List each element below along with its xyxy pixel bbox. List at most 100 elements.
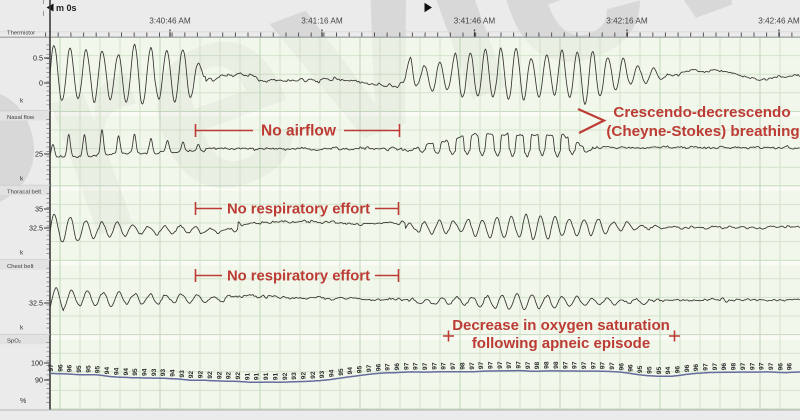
- svg-text:Decrease in oxygen saturation: Decrease in oxygen saturation: [452, 317, 670, 334]
- svg-text:95: 95: [132, 368, 139, 376]
- svg-text:92: 92: [188, 371, 195, 379]
- svg-text:No respiratory effort: No respiratory effort: [227, 269, 370, 285]
- svg-text:96: 96: [675, 366, 682, 374]
- svg-text:98: 98: [534, 361, 541, 369]
- svg-text:93: 93: [151, 368, 158, 376]
- svg-text:96: 96: [777, 363, 784, 371]
- svg-text:100: 100: [31, 359, 43, 368]
- svg-text:k: k: [20, 325, 24, 332]
- svg-text:97: 97: [385, 363, 392, 371]
- svg-text:97: 97: [366, 364, 373, 372]
- svg-text:No airflow: No airflow: [261, 123, 337, 140]
- svg-text:92: 92: [226, 372, 233, 380]
- svg-text:Nasal flow: Nasal flow: [7, 115, 35, 121]
- svg-text:92: 92: [282, 372, 289, 380]
- svg-text:96: 96: [67, 364, 74, 372]
- svg-text:94: 94: [123, 368, 130, 376]
- svg-text:90: 90: [35, 376, 43, 385]
- svg-text:94: 94: [104, 367, 111, 375]
- svg-text:93: 93: [160, 369, 167, 377]
- svg-text:97: 97: [703, 363, 710, 371]
- svg-text:3:41:16 AM: 3:41:16 AM: [301, 17, 343, 26]
- svg-text:96: 96: [375, 363, 382, 371]
- svg-text:92: 92: [216, 371, 223, 379]
- svg-text:0: 0: [39, 79, 43, 88]
- svg-text:m 0s: m 0s: [56, 3, 77, 13]
- svg-text:32.5: 32.5: [29, 224, 43, 233]
- svg-text:Chest belt: Chest belt: [7, 264, 34, 270]
- svg-text:92: 92: [310, 371, 317, 379]
- svg-text:96: 96: [394, 363, 401, 371]
- svg-text:95: 95: [95, 365, 102, 373]
- svg-text:95: 95: [656, 366, 663, 374]
- svg-text:SpO₂: SpO₂: [7, 339, 21, 345]
- svg-text:97: 97: [562, 361, 569, 369]
- svg-text:%: %: [20, 398, 26, 405]
- svg-text:98: 98: [553, 361, 560, 369]
- svg-text:96: 96: [787, 363, 794, 371]
- svg-text:Crescendo-decrescendo: Crescendo-decrescendo: [613, 104, 790, 121]
- svg-text:97: 97: [749, 362, 756, 370]
- svg-text:91: 91: [263, 372, 270, 380]
- svg-text:k: k: [20, 176, 24, 183]
- svg-text:95: 95: [357, 365, 364, 373]
- svg-text:3:42:46 AM: 3:42:46 AM: [758, 17, 800, 26]
- svg-text:96: 96: [57, 364, 64, 372]
- svg-text:3:40:46 AM: 3:40:46 AM: [149, 17, 191, 26]
- svg-text:93: 93: [291, 372, 298, 380]
- svg-text:Thermistor: Thermistor: [7, 31, 35, 37]
- svg-text:3:41:46 AM: 3:41:46 AM: [454, 17, 496, 26]
- svg-text:97: 97: [422, 362, 429, 370]
- svg-text:97: 97: [600, 362, 607, 370]
- svg-text:96: 96: [721, 363, 728, 371]
- svg-text:97: 97: [413, 362, 420, 370]
- svg-text:94: 94: [347, 367, 354, 375]
- svg-text:97: 97: [441, 362, 448, 370]
- svg-text:97: 97: [403, 362, 410, 370]
- svg-text:97: 97: [48, 364, 55, 372]
- svg-text:97: 97: [450, 362, 457, 370]
- svg-text:91: 91: [254, 372, 261, 380]
- svg-text:91: 91: [244, 372, 251, 380]
- svg-text:97: 97: [581, 361, 588, 369]
- svg-text:95: 95: [646, 366, 653, 374]
- svg-text:93: 93: [319, 370, 326, 378]
- svg-text:97: 97: [609, 362, 616, 370]
- svg-text:25: 25: [35, 150, 43, 159]
- svg-text:95: 95: [85, 365, 92, 373]
- svg-text:96: 96: [684, 364, 691, 372]
- svg-text:95: 95: [76, 365, 83, 373]
- svg-text:97: 97: [759, 362, 766, 370]
- svg-text:94: 94: [170, 369, 177, 377]
- svg-text:No respiratory effort: No respiratory effort: [227, 202, 370, 218]
- svg-text:(Cheyne-Stokes) breathing: (Cheyne-Stokes) breathing: [606, 123, 799, 140]
- svg-text:97: 97: [488, 361, 495, 369]
- svg-text:92: 92: [198, 370, 205, 378]
- svg-text:95: 95: [637, 365, 644, 373]
- svg-text:97: 97: [740, 362, 747, 370]
- svg-text:k: k: [20, 250, 24, 257]
- svg-text:98: 98: [731, 362, 738, 370]
- svg-text:3:42:16 AM: 3:42:16 AM: [606, 17, 648, 26]
- svg-text:96: 96: [693, 364, 700, 372]
- svg-text:93: 93: [179, 370, 186, 378]
- svg-text:32.5: 32.5: [29, 299, 43, 308]
- svg-text:94: 94: [665, 366, 672, 374]
- svg-text:94: 94: [329, 369, 336, 377]
- svg-text:k: k: [20, 98, 24, 105]
- svg-text:97: 97: [572, 361, 579, 369]
- svg-text:97: 97: [712, 363, 719, 371]
- svg-text:94: 94: [142, 368, 149, 376]
- svg-text:96: 96: [618, 363, 625, 371]
- svg-text:96: 96: [628, 364, 635, 372]
- svg-text:97: 97: [525, 361, 532, 369]
- svg-text:95: 95: [338, 368, 345, 376]
- svg-text:97: 97: [469, 362, 476, 370]
- svg-text:97: 97: [516, 361, 523, 369]
- svg-text:98: 98: [544, 361, 551, 369]
- svg-text:97: 97: [590, 361, 597, 369]
- svg-text:92: 92: [301, 372, 308, 380]
- svg-text:Thoracal belt: Thoracal belt: [7, 190, 41, 196]
- svg-text:97: 97: [478, 361, 485, 369]
- svg-text:92: 92: [207, 371, 214, 379]
